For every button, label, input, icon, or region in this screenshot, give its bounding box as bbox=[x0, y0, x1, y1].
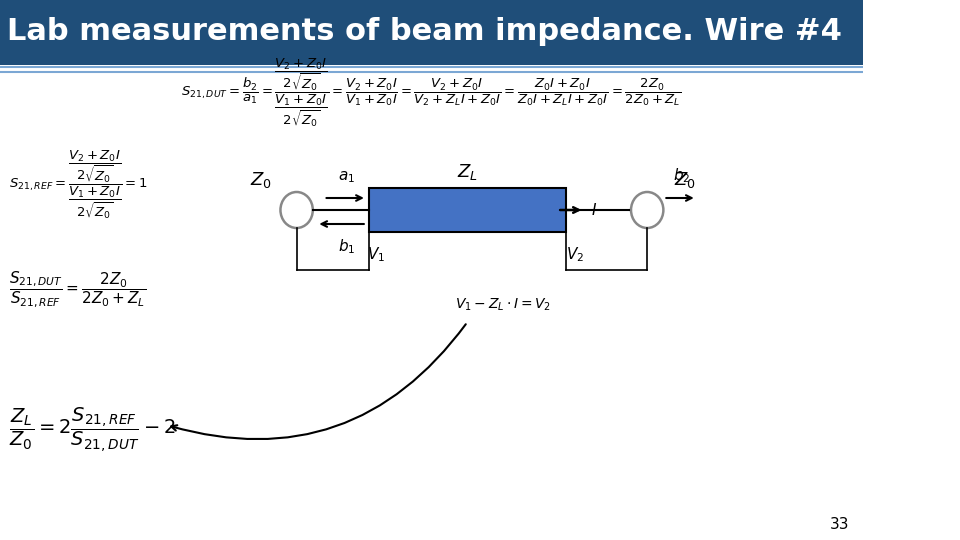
Text: $b_1$: $b_1$ bbox=[338, 237, 355, 256]
Text: $Z_L$: $Z_L$ bbox=[457, 162, 478, 182]
Text: $S_{21,REF} = \dfrac{\dfrac{V_2+Z_0 I}{2\sqrt{Z_0}}}{\dfrac{V_1+Z_0 I}{2\sqrt{Z_: $S_{21,REF} = \dfrac{\dfrac{V_2+Z_0 I}{2… bbox=[9, 149, 148, 221]
Text: $V_1 - Z_L \cdot I = V_2$: $V_1 - Z_L \cdot I = V_2$ bbox=[455, 297, 551, 313]
Text: $Z_0$: $Z_0$ bbox=[250, 170, 272, 190]
Text: $V_2$: $V_2$ bbox=[566, 245, 585, 264]
Text: $S_{21,DUT} = \dfrac{b_2}{a_1} = \dfrac{\dfrac{V_2+Z_0 I}{2\sqrt{Z_0}}}{\dfrac{V: $S_{21,DUT} = \dfrac{b_2}{a_1} = \dfrac{… bbox=[181, 57, 682, 129]
Text: $I$: $I$ bbox=[591, 202, 597, 218]
FancyBboxPatch shape bbox=[0, 0, 863, 65]
Text: $V_1$: $V_1$ bbox=[367, 245, 385, 264]
Text: $Z_0$: $Z_0$ bbox=[674, 170, 696, 190]
Text: $a_1$: $a_1$ bbox=[339, 170, 355, 185]
Text: 33: 33 bbox=[830, 517, 850, 532]
Text: $\dfrac{S_{21,DUT}}{S_{21,REF}} = \dfrac{2Z_0}{2Z_0 + Z_L}$: $\dfrac{S_{21,DUT}}{S_{21,REF}} = \dfrac… bbox=[9, 270, 146, 310]
Text: Lab measurements of beam impedance. Wire #4: Lab measurements of beam impedance. Wire… bbox=[7, 17, 842, 46]
Text: $\dfrac{Z_L}{Z_0} = 2\dfrac{S_{21,REF}}{S_{21,DUT}} - 2$: $\dfrac{Z_L}{Z_0} = 2\dfrac{S_{21,REF}}{… bbox=[9, 406, 176, 454]
Text: $b_2$: $b_2$ bbox=[673, 166, 690, 185]
FancyBboxPatch shape bbox=[369, 188, 566, 232]
